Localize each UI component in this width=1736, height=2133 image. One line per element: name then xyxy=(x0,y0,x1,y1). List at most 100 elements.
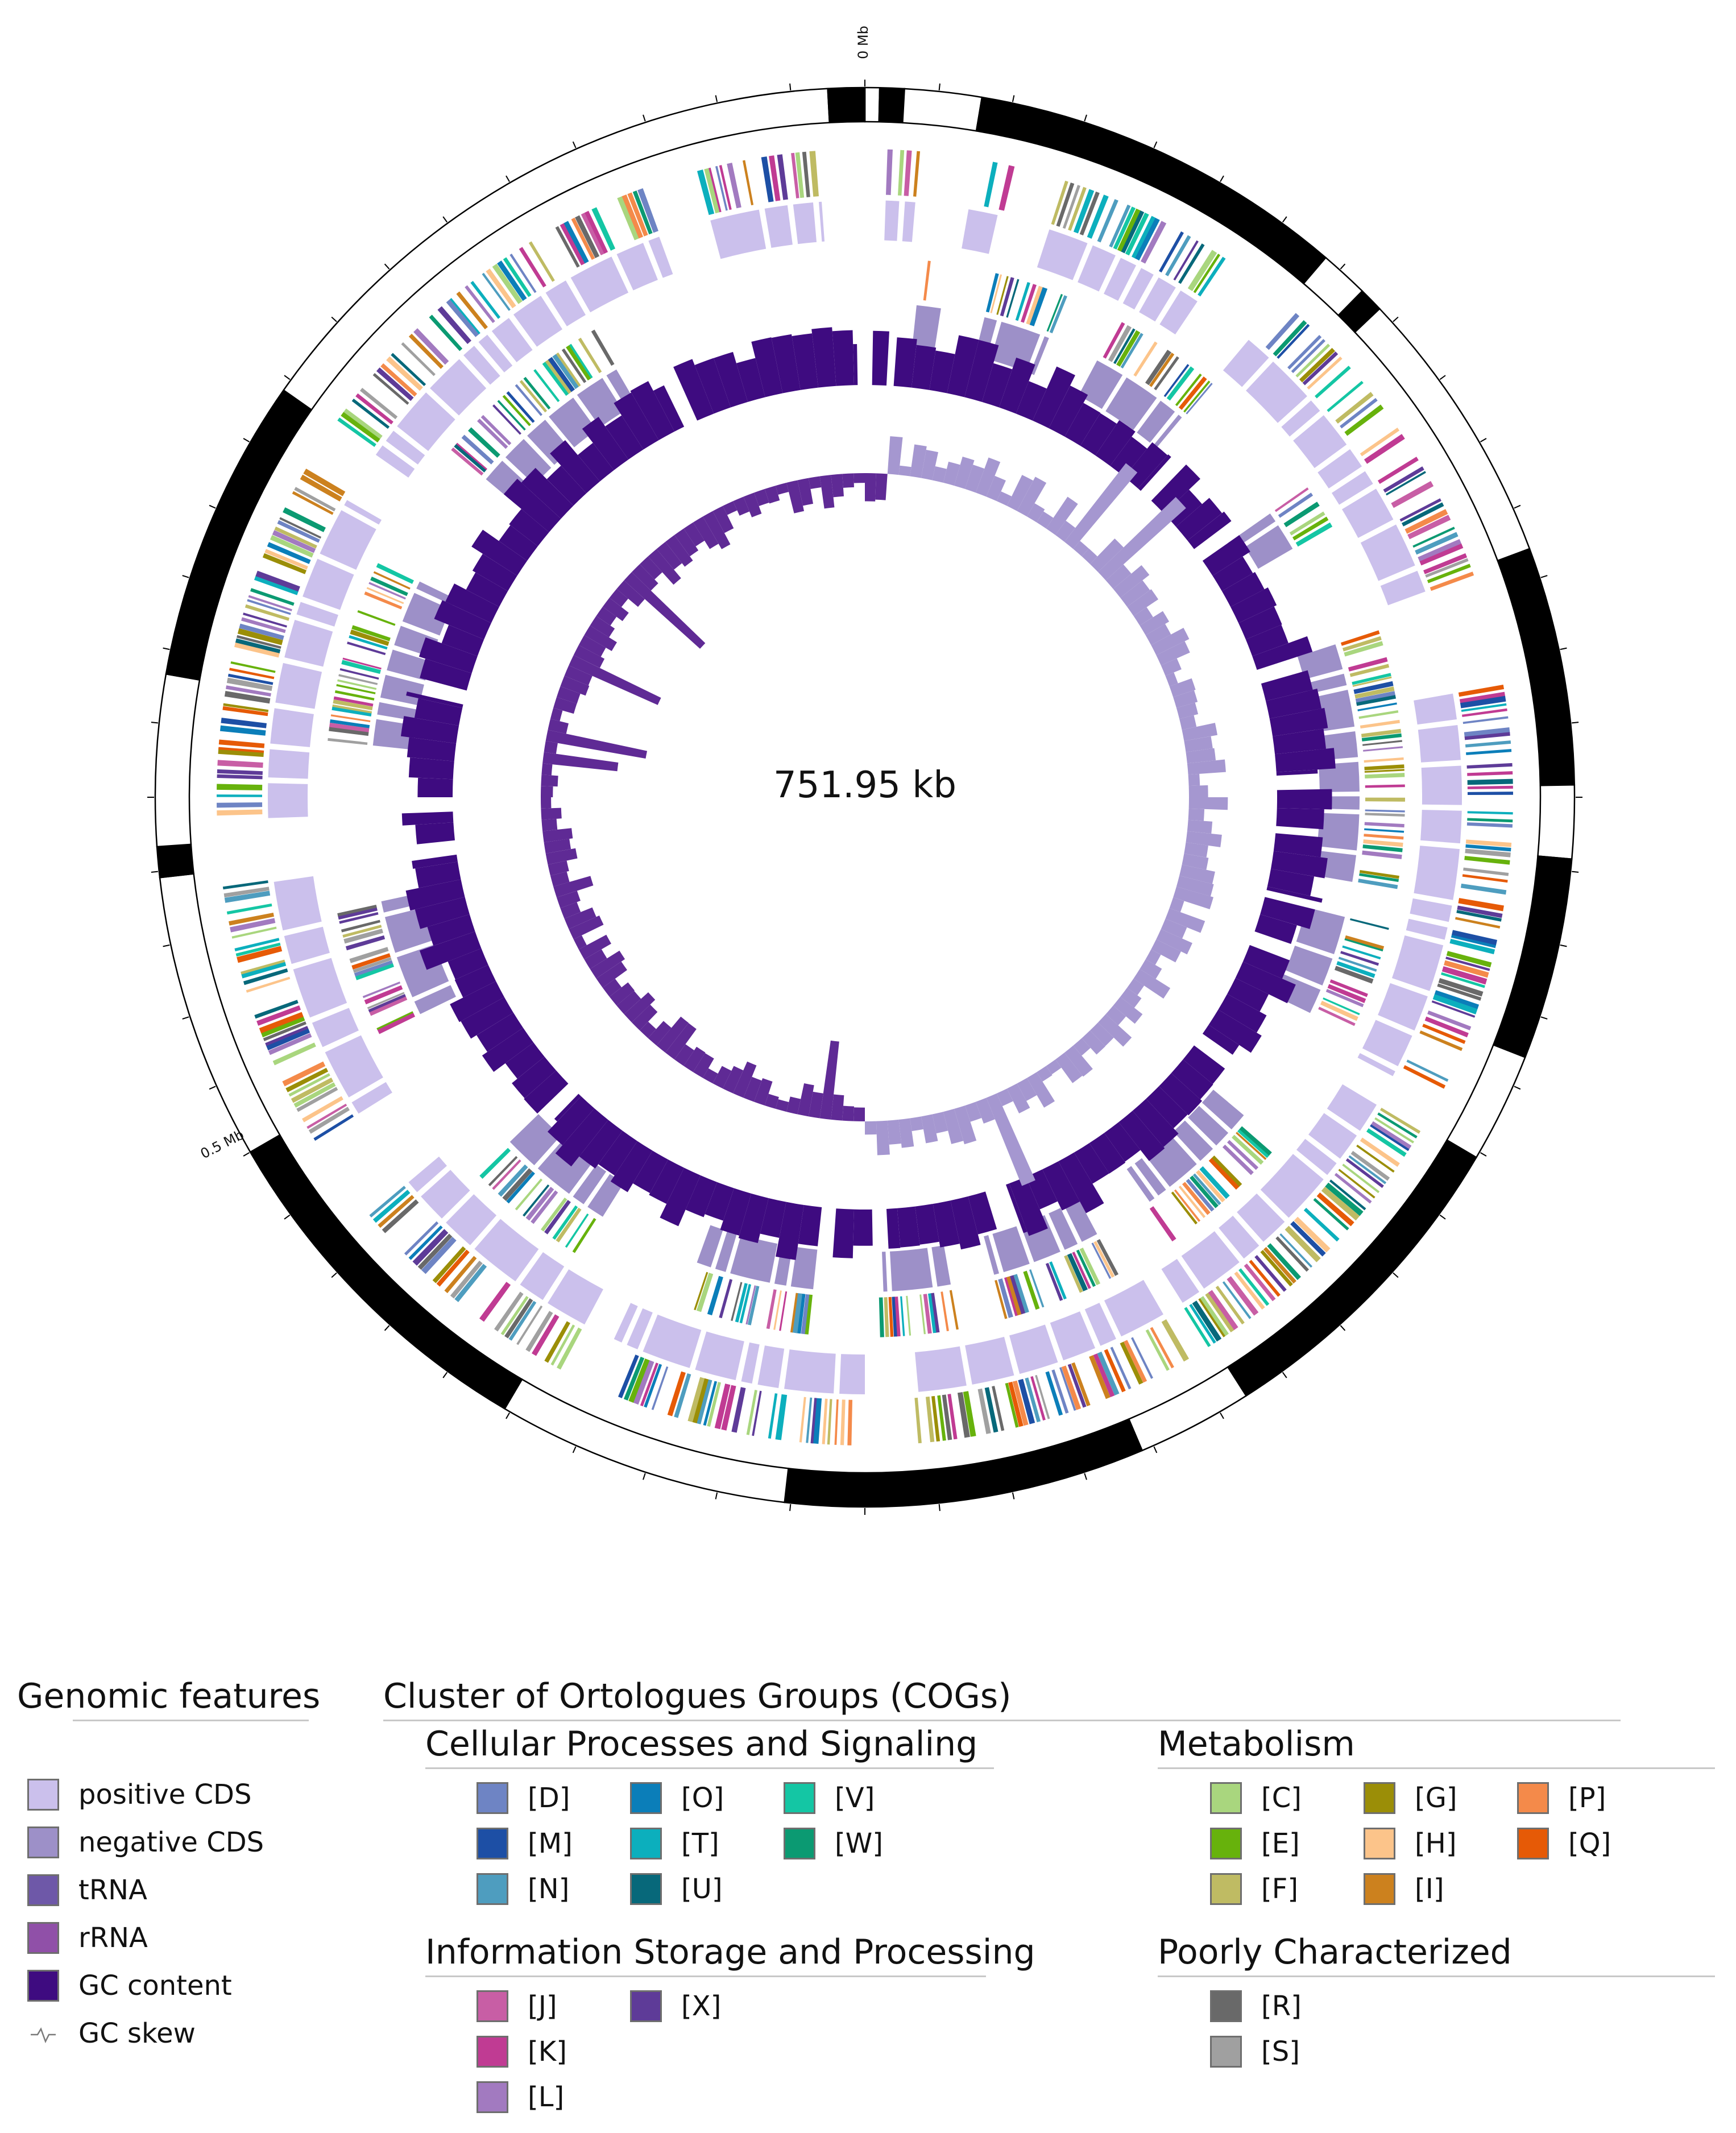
gc-skew-bar xyxy=(965,1101,982,1122)
cog-gene xyxy=(1403,1065,1446,1089)
cog-gene xyxy=(540,1197,567,1232)
cog-gene xyxy=(747,1286,760,1326)
cog-gene xyxy=(1004,1277,1018,1316)
cds-block xyxy=(1237,1193,1285,1242)
cog-gene xyxy=(341,920,380,933)
cog-gene xyxy=(704,168,720,214)
cog-gene xyxy=(1356,1144,1395,1173)
gc-content-bar xyxy=(505,1042,545,1079)
gc-skew-bar xyxy=(797,478,813,506)
cog-gene xyxy=(351,398,390,429)
cog-gene xyxy=(990,274,1002,313)
cog-gene xyxy=(1466,763,1513,769)
cog-gene xyxy=(1465,740,1511,748)
gc-skew-bar xyxy=(1105,564,1132,589)
cds-block xyxy=(1260,1154,1324,1218)
cds-block xyxy=(643,1314,702,1368)
cog-gene xyxy=(364,591,403,610)
gc-skew-bar xyxy=(932,466,947,483)
cog-gene xyxy=(519,380,548,413)
legend-item-rrna: rRNA xyxy=(27,1922,148,1954)
cog-gene xyxy=(224,690,271,704)
contig-ring xyxy=(154,86,1576,1508)
cog-gene xyxy=(264,549,308,570)
cog-item-t: [T] xyxy=(630,1828,719,1859)
scale-tick xyxy=(572,141,577,148)
gc-content-bar xyxy=(412,854,458,869)
cog-gene xyxy=(1211,1155,1242,1187)
cog-gene xyxy=(1186,1178,1215,1212)
cog-gene xyxy=(486,268,516,309)
gc-skew-bar xyxy=(640,556,662,580)
gc-skew-bar xyxy=(1073,1038,1091,1056)
cds-block xyxy=(344,500,382,525)
scale-tick xyxy=(163,944,170,947)
negative-cds-label: negative CDS xyxy=(78,1826,264,1858)
gc-skew-bar xyxy=(1064,463,1138,549)
cog-gene xyxy=(417,1233,453,1270)
scale-tick xyxy=(1153,141,1158,148)
cog-gene xyxy=(1344,404,1384,436)
cog-gene xyxy=(1355,691,1396,703)
cog-gene xyxy=(339,668,379,680)
cog-gene xyxy=(223,703,269,713)
cds-block xyxy=(545,280,586,326)
cog-gene xyxy=(343,408,383,440)
cog-gene xyxy=(827,1399,832,1445)
cog-gene xyxy=(1093,1353,1115,1398)
scale-tick xyxy=(938,83,940,90)
cog-gene xyxy=(542,361,570,396)
cog-gene xyxy=(241,961,287,979)
cog-gene xyxy=(341,660,381,674)
cds-block xyxy=(312,1008,359,1047)
cog-gene xyxy=(308,1107,350,1134)
gc-content-bar xyxy=(929,350,955,394)
cds-block xyxy=(513,296,563,347)
cog-gene xyxy=(1354,686,1395,699)
cds-block xyxy=(1139,277,1176,322)
cog-gene xyxy=(940,1291,949,1332)
cog-gene xyxy=(1046,293,1063,332)
cog-label-r: [R] xyxy=(1261,1990,1302,2022)
cog-gene xyxy=(1171,1191,1198,1225)
gc-skew-bar xyxy=(733,496,749,516)
gc-skew-bar xyxy=(573,935,587,950)
cog-gene xyxy=(404,1221,439,1256)
cog-gene xyxy=(1441,972,1485,988)
gc-content-bar xyxy=(1042,1161,1080,1211)
gc-skew-bar xyxy=(560,902,581,919)
cog-gene xyxy=(288,1073,330,1097)
gc-skew-bar xyxy=(986,475,1006,502)
cds-block xyxy=(1201,1090,1244,1130)
scale-tick xyxy=(1012,1492,1015,1500)
gc-skew-bar xyxy=(1098,497,1186,581)
cog-gene xyxy=(544,1321,570,1363)
cog-label-g: [G] xyxy=(1415,1782,1457,1814)
cog-label-l: [L] xyxy=(528,2081,565,2113)
cog-item-v: [V] xyxy=(784,1782,875,1814)
gc-content-bar xyxy=(832,1208,855,1258)
cog-gene xyxy=(667,1371,686,1417)
gc-skew-bar xyxy=(1027,1072,1055,1108)
cog-gene xyxy=(515,1178,543,1211)
cog-gene xyxy=(506,391,535,423)
cog-swatch-g xyxy=(1364,1782,1395,1814)
gc-skew-bar xyxy=(1113,565,1150,598)
cog-gene xyxy=(1289,511,1325,536)
cog-tracks xyxy=(217,149,1513,1446)
cog-swatch-i xyxy=(1364,1873,1395,1905)
cog-gene xyxy=(1340,397,1378,429)
cog-gene xyxy=(250,588,295,606)
cog-gene xyxy=(376,367,414,401)
gc-skew-bar xyxy=(754,1078,773,1106)
cog-item-h: [H] xyxy=(1364,1828,1457,1859)
gc-content-bar xyxy=(1277,789,1332,810)
cog-gene xyxy=(502,1168,533,1202)
cog-gene xyxy=(923,260,931,301)
gc-content-label: GC content xyxy=(78,1970,232,2002)
cog-gene xyxy=(840,1399,846,1446)
gc-skew-bar xyxy=(1006,475,1034,511)
cog-gene xyxy=(1045,1371,1063,1416)
cog-gene xyxy=(1391,481,1434,508)
cog-gene xyxy=(813,1398,822,1444)
